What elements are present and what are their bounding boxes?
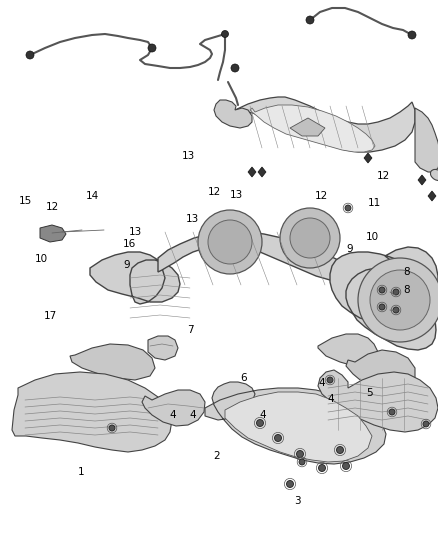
Polygon shape: [235, 97, 415, 152]
Text: 15: 15: [19, 197, 32, 206]
Polygon shape: [428, 191, 436, 201]
Polygon shape: [248, 167, 256, 177]
Text: 12: 12: [315, 191, 328, 201]
Text: 2: 2: [213, 451, 220, 461]
Polygon shape: [90, 252, 180, 304]
Polygon shape: [346, 350, 415, 392]
Text: 16: 16: [123, 239, 136, 249]
Text: 8: 8: [403, 286, 410, 295]
Circle shape: [389, 409, 395, 415]
Polygon shape: [330, 247, 438, 350]
Text: 13: 13: [186, 214, 199, 223]
Polygon shape: [158, 232, 420, 327]
Circle shape: [327, 377, 333, 383]
Text: 13: 13: [129, 227, 142, 237]
Text: 4: 4: [327, 394, 334, 403]
Polygon shape: [318, 370, 438, 432]
Polygon shape: [70, 344, 155, 380]
Circle shape: [26, 51, 34, 59]
Circle shape: [370, 270, 430, 330]
Text: 9: 9: [124, 261, 131, 270]
Polygon shape: [142, 390, 205, 426]
Text: 6: 6: [240, 374, 247, 383]
Polygon shape: [318, 334, 378, 366]
Polygon shape: [12, 372, 172, 452]
Circle shape: [275, 434, 282, 441]
Circle shape: [109, 425, 115, 431]
Circle shape: [379, 287, 385, 293]
Text: 8: 8: [403, 267, 410, 277]
Circle shape: [257, 419, 264, 426]
Circle shape: [336, 447, 343, 454]
Text: 12: 12: [46, 202, 59, 212]
Polygon shape: [364, 153, 372, 163]
Polygon shape: [250, 105, 375, 152]
Polygon shape: [225, 392, 372, 462]
Polygon shape: [205, 382, 386, 464]
Text: 4: 4: [318, 378, 325, 387]
Circle shape: [280, 208, 340, 268]
Polygon shape: [148, 336, 178, 360]
Text: 12: 12: [377, 171, 390, 181]
Circle shape: [299, 459, 305, 465]
Text: 4: 4: [259, 410, 266, 419]
Text: 10: 10: [35, 254, 48, 263]
Circle shape: [306, 16, 314, 24]
Circle shape: [393, 307, 399, 313]
Circle shape: [358, 258, 438, 342]
Ellipse shape: [431, 169, 438, 181]
Text: 10: 10: [366, 232, 379, 242]
Text: 4: 4: [170, 410, 177, 419]
Circle shape: [297, 450, 304, 457]
Circle shape: [345, 205, 351, 211]
Circle shape: [222, 30, 229, 37]
Text: 14: 14: [85, 191, 99, 201]
Text: 5: 5: [366, 389, 372, 398]
Circle shape: [393, 289, 399, 295]
Circle shape: [423, 421, 429, 427]
Polygon shape: [214, 100, 252, 128]
Polygon shape: [258, 167, 266, 177]
Circle shape: [286, 481, 293, 488]
Circle shape: [148, 44, 156, 52]
Text: 12: 12: [208, 187, 221, 197]
Circle shape: [379, 304, 385, 310]
Text: 4: 4: [189, 410, 196, 419]
Polygon shape: [242, 400, 265, 423]
Text: 3: 3: [294, 496, 301, 506]
Circle shape: [343, 463, 350, 470]
Text: 9: 9: [346, 245, 353, 254]
Circle shape: [408, 31, 416, 39]
Circle shape: [208, 220, 252, 264]
Circle shape: [198, 210, 262, 274]
Polygon shape: [418, 175, 426, 185]
Circle shape: [231, 64, 239, 72]
Circle shape: [318, 464, 325, 472]
Text: 17: 17: [44, 311, 57, 321]
Polygon shape: [40, 225, 66, 242]
Polygon shape: [415, 108, 438, 172]
Text: 1: 1: [78, 467, 85, 477]
Text: 11: 11: [368, 198, 381, 207]
Polygon shape: [290, 118, 325, 136]
Text: 7: 7: [187, 326, 194, 335]
Text: 13: 13: [182, 151, 195, 160]
Text: 13: 13: [230, 190, 243, 199]
Circle shape: [290, 218, 330, 258]
